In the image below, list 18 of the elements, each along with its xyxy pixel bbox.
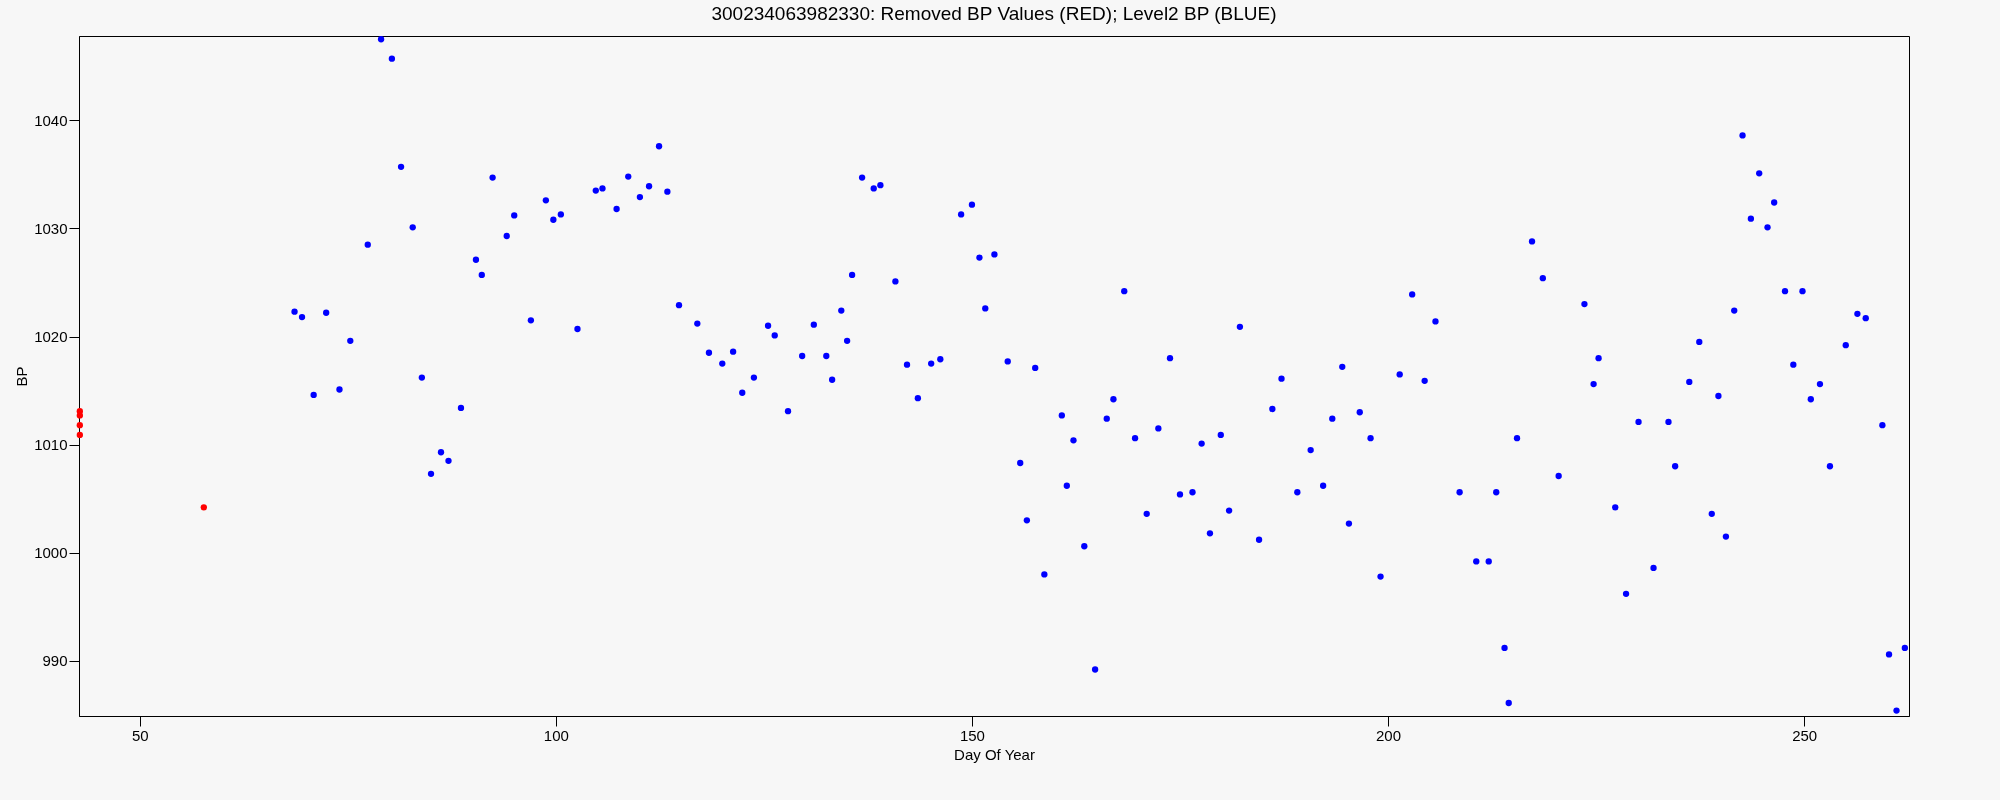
point <box>76 412 83 419</box>
y-tick-label: 1020 <box>34 328 68 346</box>
y-tick-label: 1030 <box>34 219 68 237</box>
y-tick-label: 1000 <box>34 544 68 562</box>
y-tick-label: 990 <box>42 652 68 670</box>
y-tick-label: 1040 <box>34 111 68 129</box>
point <box>76 431 83 439</box>
point <box>76 422 83 429</box>
x-axis-title: Day Of Year <box>954 745 1035 763</box>
x-tick-label: 50 <box>131 726 149 744</box>
x-tick-label: 150 <box>959 726 985 744</box>
x-tick-label: 200 <box>1376 726 1402 744</box>
y-axis-title: BP <box>13 366 31 387</box>
chart-title: 300234063982330: Removed BP Values (RED); Level2 BP (BLUE) <box>711 3 1277 24</box>
point <box>200 504 207 511</box>
x-tick-label: 100 <box>543 726 569 744</box>
x-tick-label: 250 <box>1792 726 1818 744</box>
y-tick-label: 1010 <box>34 436 68 454</box>
